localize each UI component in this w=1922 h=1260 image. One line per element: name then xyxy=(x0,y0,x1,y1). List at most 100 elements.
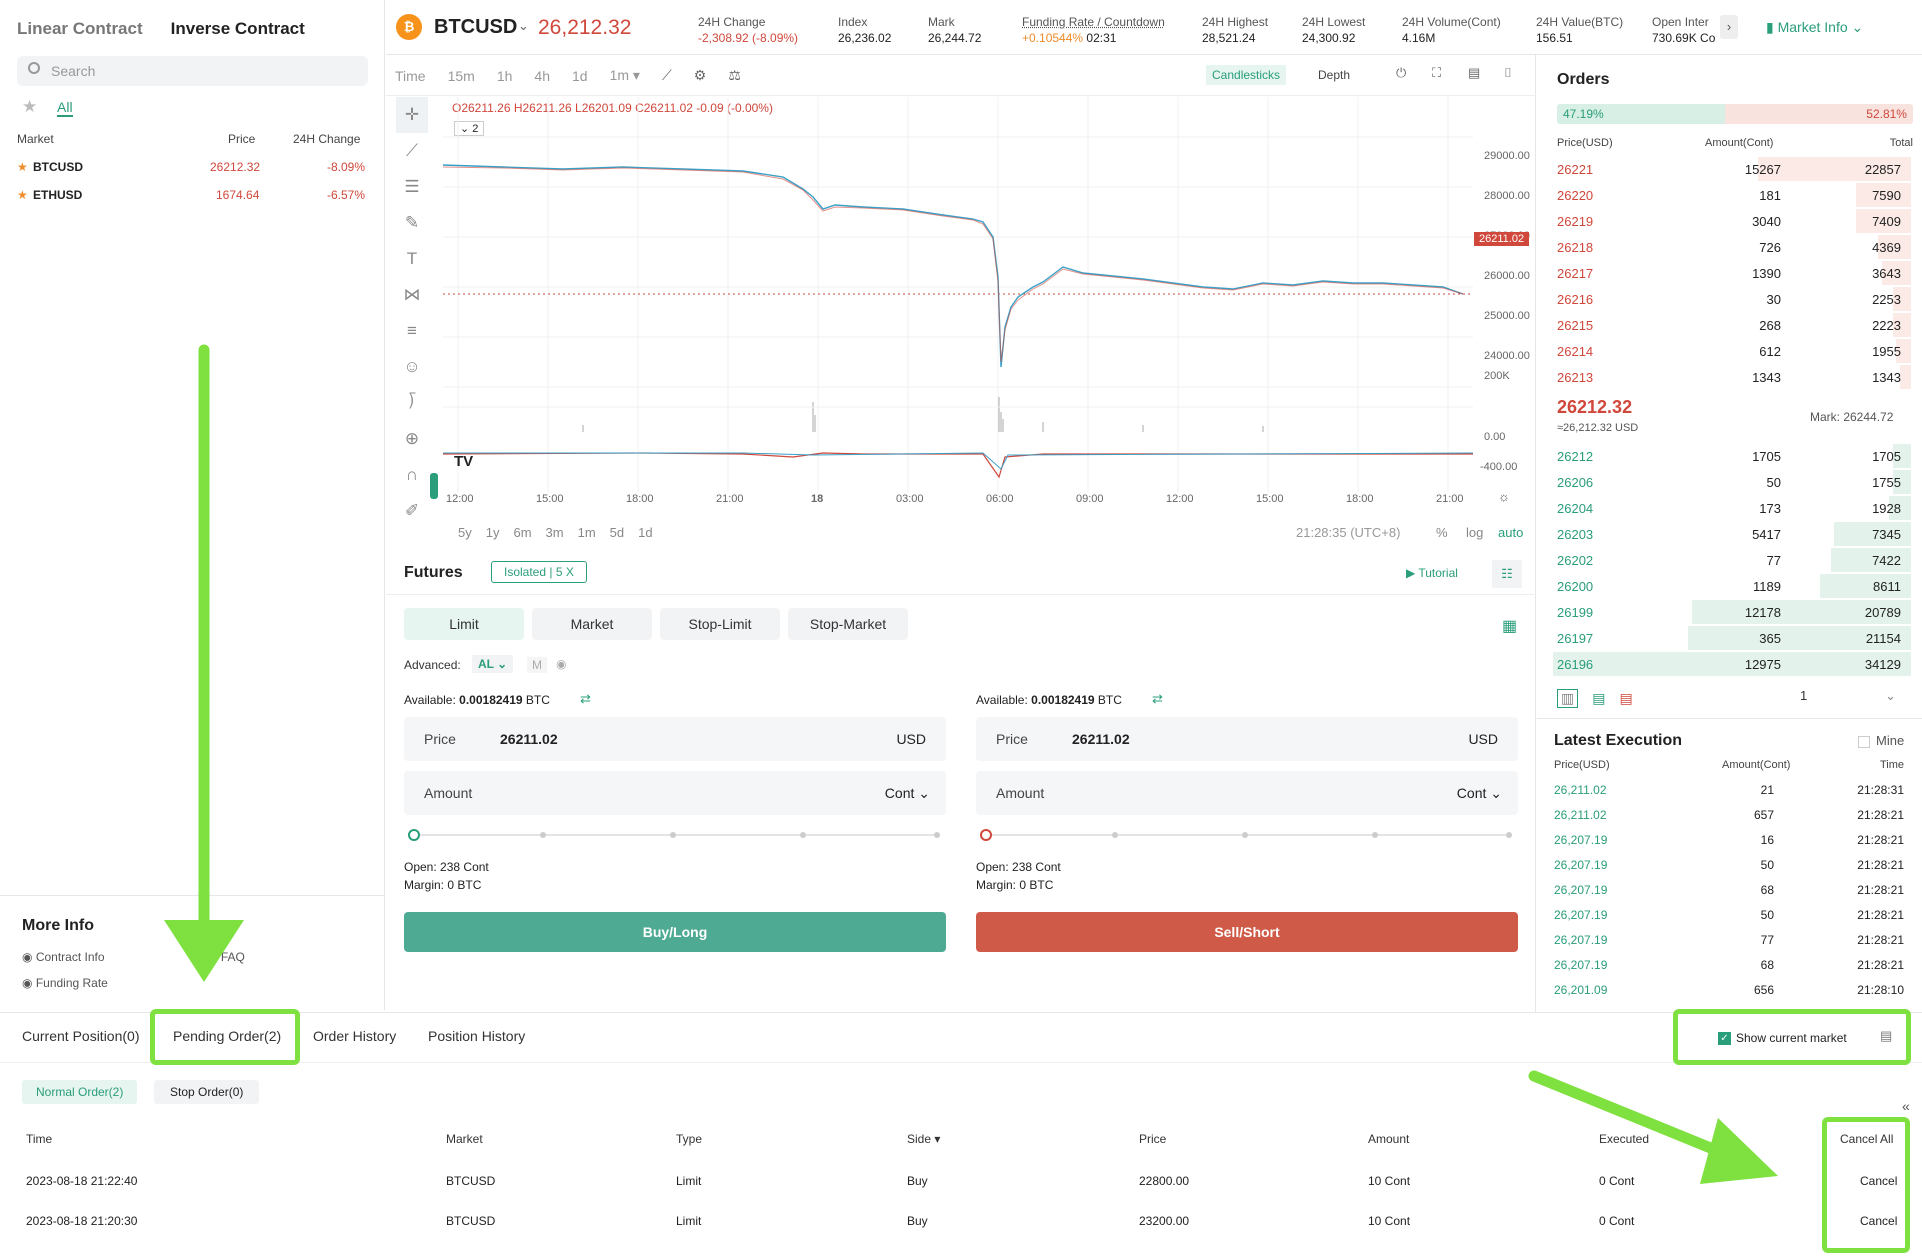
col-side[interactable]: Side ▾ xyxy=(907,1132,941,1146)
fullscreen-icon[interactable]: ⛶ xyxy=(1432,65,1442,80)
buy-amount-field[interactable]: Amount Cont ⌄ xyxy=(404,771,946,815)
zoom-in-icon[interactable]: ⊕ xyxy=(404,429,420,448)
contract-info-link[interactable]: ◉ Contract Info xyxy=(22,950,105,964)
subtab-stop-order[interactable]: Stop Order(0) xyxy=(154,1080,260,1104)
emoji-icon[interactable]: ☺ xyxy=(403,357,421,376)
view-bids-icon[interactable]: ▤ xyxy=(1592,690,1606,706)
range-6m[interactable]: 6m xyxy=(513,525,532,540)
col-change[interactable]: 24H Change xyxy=(293,132,361,146)
eye-icon[interactable]: ◉ xyxy=(556,657,567,671)
order-type-limit[interactable]: Limit xyxy=(404,608,524,640)
collapse-icon[interactable]: « xyxy=(1902,1098,1910,1114)
range-1d[interactable]: 1d xyxy=(638,525,653,540)
view-asks-icon[interactable]: ▤ xyxy=(1619,690,1633,706)
scroll-right-icon[interactable]: › xyxy=(1720,15,1738,39)
ask-row[interactable]: 26217 1390 3643 xyxy=(1546,261,1911,287)
ask-row[interactable]: 26213 1343 1343 xyxy=(1546,365,1911,391)
bid-row[interactable]: 26197 365 21154 xyxy=(1546,626,1911,652)
layout-icon[interactable]: ▤ xyxy=(1468,65,1481,80)
tf-1d[interactable]: 1d xyxy=(571,67,588,84)
buy-price-field[interactable]: Price 26211.02 USD xyxy=(404,717,946,761)
search-input[interactable]: Search xyxy=(17,56,368,86)
bid-row[interactable]: 26204 173 1928 xyxy=(1546,496,1911,522)
col-price[interactable]: Price xyxy=(228,132,256,146)
bid-row[interactable]: 26196 12975 34129 xyxy=(1546,652,1911,678)
ask-row[interactable]: 26216 30 2253 xyxy=(1546,287,1911,313)
range-5y[interactable]: 5y xyxy=(458,525,472,540)
camera-icon[interactable]: ⌷ xyxy=(1504,65,1512,80)
mine-checkbox[interactable]: Mine xyxy=(1858,733,1904,748)
price-chart[interactable] xyxy=(443,97,1473,492)
buy-long-button[interactable]: Buy/Long xyxy=(404,912,946,952)
cancel-order-button[interactable]: Cancel xyxy=(1860,1214,1898,1228)
star-icon[interactable]: ★ xyxy=(22,97,38,116)
trend-line-icon[interactable]: ⟋ xyxy=(406,141,418,160)
bid-row[interactable]: 26203 5417 7345 xyxy=(1546,522,1911,548)
chart-settings-icon[interactable]: ☼ xyxy=(1498,489,1510,504)
settings-sliders-icon[interactable]: ☷ xyxy=(1492,560,1522,588)
sell-amount-field[interactable]: Amount Cont ⌄ xyxy=(976,771,1518,815)
filter-all[interactable]: All xyxy=(57,99,73,117)
subtab-normal-order[interactable]: Normal Order(2) xyxy=(22,1080,138,1104)
advanced-m-toggle[interactable]: M xyxy=(527,657,547,673)
favorite-star-icon[interactable]: ★ xyxy=(17,188,28,202)
tab-order-history[interactable]: Order History xyxy=(313,1028,397,1044)
col-market[interactable]: Market xyxy=(17,132,54,146)
chart-type-icon[interactable]: ⟋ xyxy=(661,67,672,83)
amount-unit-dropdown[interactable]: Cont ⌄ xyxy=(1456,785,1502,801)
stat-funding-rate[interactable]: Funding Rate / Countdown +0.10544% 02:31 xyxy=(1022,15,1165,45)
depth-select[interactable]: 1 ⌄ xyxy=(1800,688,1896,703)
studies-toggle[interactable]: ⌄ 2 xyxy=(454,121,485,136)
settings-icon[interactable]: ⚙ xyxy=(693,67,707,83)
market-info-dropdown[interactable]: ▮ Market Info ⌄ xyxy=(1766,19,1864,35)
tf-1h[interactable]: 1h xyxy=(496,67,513,84)
order-type-stop-market[interactable]: Stop-Market xyxy=(788,608,908,640)
ask-row[interactable]: 26214 612 1955 xyxy=(1546,339,1911,365)
bid-row[interactable]: 26202 77 7422 xyxy=(1546,548,1911,574)
bid-row[interactable]: 26200 1189 8611 xyxy=(1546,574,1911,600)
show-current-market-checkbox[interactable]: ✓ Show current market xyxy=(1718,1031,1847,1046)
range-1y[interactable]: 1y xyxy=(485,525,500,540)
tab-time[interactable]: Time xyxy=(395,67,426,84)
tf-15m[interactable]: 15m xyxy=(447,67,475,84)
funding-rate-link[interactable]: ◉ Funding Rate xyxy=(22,976,108,990)
range-5d[interactable]: 5d xyxy=(609,525,625,540)
tutorial-link[interactable]: ▶ Tutorial xyxy=(1406,566,1458,580)
market-row-ethusd[interactable]: ★ ETHUSD 1674.64 -6.57% xyxy=(17,188,369,210)
range-1m[interactable]: 1m xyxy=(577,525,596,540)
margin-mode-button[interactable]: Isolated | 5 X xyxy=(491,561,587,583)
cancel-all-button[interactable]: Cancel All xyxy=(1840,1132,1894,1146)
transfer-icon[interactable]: ⇄ xyxy=(1152,691,1163,706)
tab-candlesticks[interactable]: Candlesticks xyxy=(1206,65,1287,85)
fib-icon[interactable]: ≡ xyxy=(407,321,417,340)
log-toggle[interactable]: log xyxy=(1466,525,1484,540)
magnet-icon[interactable]: ∩ xyxy=(405,465,419,484)
horizontal-lines-icon[interactable]: ☰ xyxy=(404,177,420,196)
bid-row[interactable]: 26199 12178 20789 xyxy=(1546,600,1911,626)
sell-price-field[interactable]: Price 26211.02 USD xyxy=(976,717,1518,761)
tab-linear-contract[interactable]: Linear Contract xyxy=(17,19,143,38)
grid-view-icon[interactable]: ▦ xyxy=(1502,618,1518,635)
tf-4h[interactable]: 4h xyxy=(534,67,550,84)
view-both-icon[interactable]: ▥ xyxy=(1557,689,1579,708)
ask-row[interactable]: 26219 3040 7409 xyxy=(1546,209,1911,235)
power-icon[interactable]: ⏻ xyxy=(1396,65,1407,80)
tab-inverse-contract[interactable]: Inverse Contract xyxy=(170,19,305,38)
order-type-market[interactable]: Market xyxy=(532,608,652,640)
amount-unit-dropdown[interactable]: Cont ⌄ xyxy=(884,785,930,801)
market-row-btcusd[interactable]: ★ BTCUSD 26212.32 -8.09% xyxy=(17,160,369,182)
order-type-stop-limit[interactable]: Stop-Limit xyxy=(660,608,780,640)
sell-short-button[interactable]: Sell/Short xyxy=(976,912,1518,952)
ask-row[interactable]: 26220 181 7590 xyxy=(1546,183,1911,209)
percent-toggle[interactable]: % xyxy=(1436,525,1448,540)
range-3m[interactable]: 3m xyxy=(545,525,564,540)
tf-1m-active[interactable]: 1m ▾ xyxy=(609,67,640,83)
tab-pending-order[interactable]: Pending Order(2) xyxy=(173,1028,282,1044)
indicators-icon[interactable]: ⚖ xyxy=(728,67,741,83)
ask-row[interactable]: 26218 726 4369 xyxy=(1546,235,1911,261)
chevron-down-icon[interactable]: ⌄ xyxy=(518,18,529,33)
ask-row[interactable]: 26215 268 2223 xyxy=(1546,313,1911,339)
tab-current-position[interactable]: Current Position(0) xyxy=(22,1028,140,1044)
text-icon[interactable]: T xyxy=(406,249,418,268)
advanced-al-dropdown[interactable]: AL ⌄ xyxy=(472,655,514,673)
